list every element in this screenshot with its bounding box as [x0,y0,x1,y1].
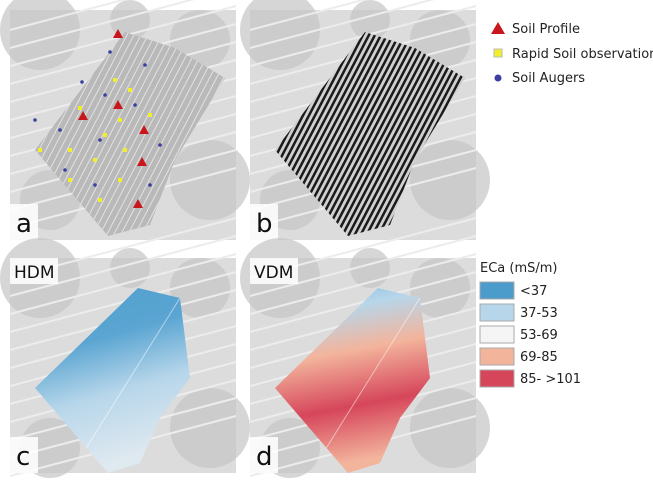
terrain-patch [350,0,390,40]
map-panel: a [0,0,250,240]
auger-marker [93,183,97,187]
terrain-line [249,271,477,333]
legend-label: Rapid Soil observation [512,47,653,62]
panel-letter: c [16,442,30,472]
map-seam [79,297,181,459]
rapid-observation-marker [148,113,152,117]
legend-swatch [479,303,515,322]
terrain-line [249,235,477,297]
terrain-line [9,253,237,315]
panel-letter: b [256,209,273,239]
soil-profile-marker [137,157,147,166]
auger-marker [98,138,102,142]
legend-swatch [479,347,515,366]
auger-marker [103,93,107,97]
legend-swatch [479,281,515,300]
letter-box [10,437,38,473]
auger-marker [143,63,147,67]
dot-symbol [494,74,502,82]
terrain-patch [410,388,490,468]
letter-box [250,437,278,473]
letter-box [250,204,278,240]
legend-swatch [479,369,515,388]
auger-marker [58,128,62,132]
auger-marker [80,80,84,84]
vine-row [131,32,225,236]
rapid-observation-marker [68,178,72,182]
soil-profile-marker [78,111,88,120]
rapid-observation-marker [103,133,107,137]
map-panel: b [240,0,490,240]
soil-profile-marker [133,199,143,208]
rapid-observation-marker [123,148,127,152]
terrain-patch [170,388,250,468]
method-box [10,258,58,284]
auger-marker [33,118,37,122]
rapid-observation-marker [78,106,82,110]
terrain-line [9,271,237,333]
legend-label: 69-85 [520,350,558,365]
method-box [250,258,298,284]
soil-profile-marker [113,29,123,38]
letter-box [10,204,38,240]
terrain-line [9,0,127,31]
legend-title: ECa (mS/m) [480,261,558,276]
survey-track [308,32,432,236]
rapid-observation-marker [113,78,117,82]
legend-label: 85- >101 [520,372,581,387]
auger-marker [133,103,137,107]
vine-row [61,32,183,236]
triangle-symbol [491,22,505,34]
rapid-observation-marker [98,198,102,202]
survey-track [302,32,426,236]
vine-row [124,32,225,236]
survey-track [374,32,465,236]
rapid-observation-marker [118,178,122,182]
panels: a b c HDM d VDM [0,0,490,478]
map-panel: c HDM [0,217,250,478]
legend-label: Soil Profile [512,22,580,37]
eca-legend: ECa (mS/m) <37 37-53 53-69 69-85 85- >101 [479,261,581,388]
terrain-line [249,0,435,49]
legend-label: <37 [520,284,547,299]
terrain-patch [350,248,390,288]
vine-row [68,32,190,236]
rapid-observation-marker [118,118,122,122]
terrain-line [9,235,237,297]
auger-marker [63,168,67,172]
soil-profile-marker [139,125,149,134]
panel-letter: d [256,442,273,472]
legend-label: 37-53 [520,306,558,321]
terrain-patch [110,248,150,288]
terrain-line [249,0,367,31]
vine-row [35,32,134,236]
panel-letter: a [16,209,32,239]
sampling-legend: Soil Profile Rapid Soil observation Soil… [491,22,653,86]
rapid-observation-marker [68,148,72,152]
auger-marker [108,50,112,54]
auger-marker [158,143,162,147]
square-symbol [493,48,503,58]
terrain-line [9,0,195,49]
terrain-line [249,253,477,315]
rapid-observation-marker [93,158,97,162]
terrain-patch [170,140,250,220]
survey-track [368,32,465,236]
terrain-patch [110,0,150,40]
rapid-observation-marker [128,88,132,92]
map-seam [319,297,421,459]
legend-swatch [479,325,515,344]
method-label: HDM [14,263,55,283]
auger-marker [148,183,152,187]
soil-profile-marker [113,100,123,109]
map-panel: d VDM [240,217,490,478]
legend-label: 53-69 [520,328,558,343]
legend-label: Soil Augers [512,71,585,86]
rapid-observation-marker [38,148,42,152]
method-label: VDM [254,263,293,283]
terrain-patch [410,140,490,220]
